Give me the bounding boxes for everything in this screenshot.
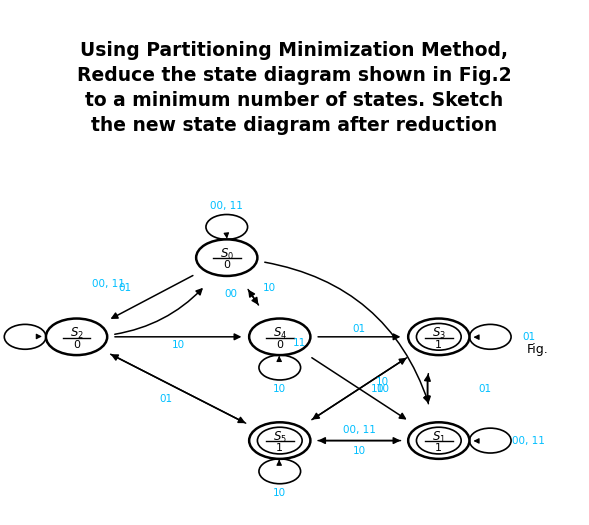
- Text: 00, 11: 00, 11: [92, 279, 125, 289]
- Text: 11: 11: [370, 384, 383, 394]
- Circle shape: [249, 319, 310, 355]
- Circle shape: [408, 422, 469, 459]
- Text: 00: 00: [376, 384, 389, 394]
- Circle shape: [196, 239, 257, 276]
- Text: 01: 01: [478, 384, 491, 394]
- Text: 01: 01: [118, 284, 132, 293]
- Circle shape: [408, 319, 469, 355]
- Text: $S_{5}$: $S_{5}$: [273, 429, 287, 445]
- Text: 0: 0: [73, 340, 80, 350]
- Text: 1: 1: [435, 340, 442, 350]
- Text: $S_{4}$: $S_{4}$: [273, 326, 287, 341]
- Text: 00, 11: 00, 11: [210, 201, 243, 211]
- Text: 00, 11: 00, 11: [343, 425, 376, 435]
- Text: 10: 10: [273, 488, 286, 498]
- Text: 10: 10: [353, 446, 366, 456]
- Text: 1: 1: [276, 443, 283, 453]
- Text: Using Partitioning Minimization Method,
Reduce the state diagram shown in Fig.2
: Using Partitioning Minimization Method, …: [77, 41, 512, 135]
- Text: 0: 0: [276, 340, 283, 350]
- Circle shape: [46, 319, 107, 355]
- Text: 10: 10: [171, 340, 185, 350]
- Circle shape: [249, 422, 310, 459]
- Text: $S_{3}$: $S_{3}$: [432, 326, 446, 341]
- Text: 01: 01: [160, 394, 173, 404]
- Text: Fig.: Fig.: [527, 343, 549, 355]
- Text: 00: 00: [224, 289, 237, 299]
- Text: 1: 1: [435, 443, 442, 453]
- Text: 10: 10: [376, 376, 389, 386]
- Text: $S_{1}$: $S_{1}$: [432, 429, 446, 445]
- Text: 10: 10: [263, 284, 276, 293]
- Text: 0: 0: [223, 260, 230, 270]
- Text: $S_{2}$: $S_{2}$: [70, 326, 84, 341]
- Text: 11: 11: [293, 339, 306, 349]
- Text: 00, 11: 00, 11: [512, 436, 545, 446]
- Text: 01: 01: [353, 324, 366, 334]
- Text: 01: 01: [522, 332, 535, 342]
- Text: $S_{0}$: $S_{0}$: [220, 247, 234, 261]
- Text: 10: 10: [273, 384, 286, 394]
